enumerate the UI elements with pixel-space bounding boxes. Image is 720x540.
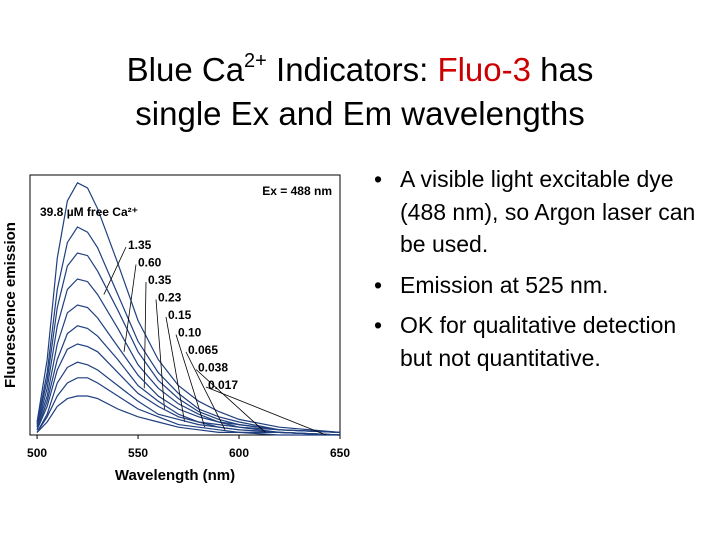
- x-axis-label: Wavelength (nm): [115, 467, 235, 484]
- emission-curve: [36, 304, 341, 433]
- chart: 500 550 600 650 Wavelength (nm) Fluorescence …: [2, 165, 358, 490]
- curve-label: 0.10: [178, 326, 202, 340]
- x-tick-label: 650: [330, 446, 350, 460]
- leader-line: [143, 281, 147, 389]
- curve-label: 1.35: [128, 238, 152, 252]
- title-part: 2+: [244, 50, 267, 72]
- bullet-list: A visible light excitable dye (488 nm), …: [368, 163, 698, 382]
- leader-line: [103, 246, 127, 295]
- leader-line: [185, 351, 226, 430]
- x-tick-label: 550: [128, 446, 148, 460]
- emission-curve: [36, 325, 341, 436]
- leader-line: [123, 264, 137, 352]
- title-line: single Ex and Em wavelengths: [135, 95, 585, 132]
- bullet: Emission at 525 nm.: [368, 269, 698, 302]
- title-line: Blue Ca2+ Indicators: Fluo-3 has: [0, 48, 720, 92]
- curve-label: 0.017: [208, 378, 238, 392]
- curve-label: 0.23: [158, 291, 182, 305]
- title-part: Blue Ca: [126, 51, 245, 88]
- bullet: OK for qualitative detection but not qua…: [368, 309, 698, 374]
- curve-label: 0.35: [148, 273, 172, 287]
- leader-line: [165, 316, 186, 423]
- curve-label: 0.60: [138, 256, 162, 270]
- title-part: has: [530, 51, 594, 88]
- emission-curve: [36, 377, 341, 436]
- y-axis-label: Fluorescence emission: [2, 222, 19, 388]
- title-part: Fluo-3: [437, 51, 531, 88]
- plot-frame: [29, 174, 341, 436]
- x-tick-label: 600: [229, 446, 249, 460]
- bullet: A visible light excitable dye (488 nm), …: [368, 163, 698, 261]
- x-tick-label: 500: [27, 446, 47, 460]
- emission-curve: [36, 278, 341, 433]
- emission-curve: [36, 252, 341, 433]
- leader-line: [175, 334, 206, 428]
- curve-label: 39.8 µM free Ca²⁺: [40, 205, 138, 219]
- curve-label: 0.15: [168, 308, 192, 322]
- annotation: Ex = 488 nm: [262, 184, 332, 198]
- curve-label: 0.038: [198, 361, 228, 375]
- leader-line: [195, 369, 266, 433]
- emission-curve: [36, 395, 340, 436]
- emission-curve: [36, 182, 341, 433]
- leader-line: [205, 386, 327, 436]
- leader-line: [155, 299, 165, 410]
- slide-title: Blue Ca2+ Indicators: Fluo-3 has single …: [0, 48, 720, 136]
- chart-background: [22, 165, 358, 490]
- emission-curve: [36, 361, 341, 436]
- title-part: Indicators:: [266, 51, 438, 88]
- emission-curve: [36, 226, 341, 433]
- curve-label: 0.065: [188, 343, 218, 357]
